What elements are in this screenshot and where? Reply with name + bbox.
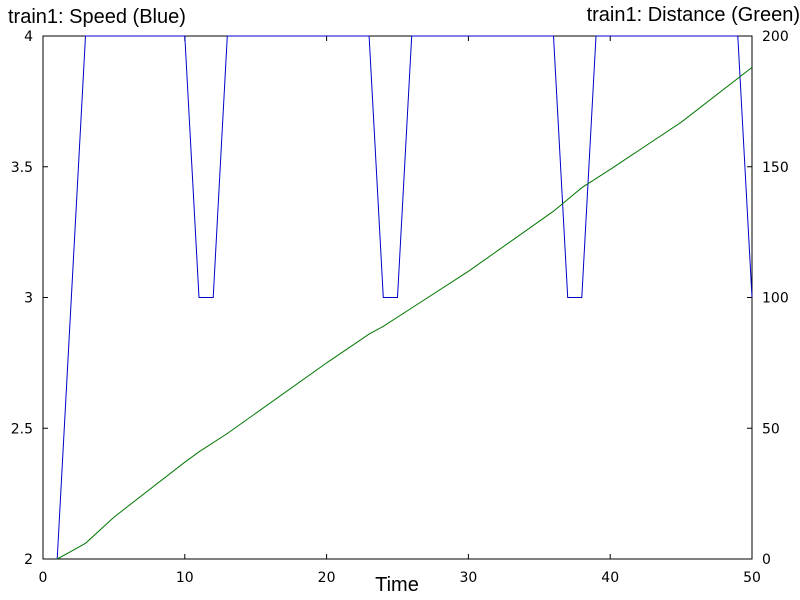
series-line-speed bbox=[56, 35, 753, 560]
chart-title-left: train1: Speed (Blue) bbox=[8, 6, 186, 28]
x-tick-label: 40 bbox=[601, 570, 619, 586]
x-tick-label: 10 bbox=[176, 570, 194, 586]
series-line-distance bbox=[56, 67, 753, 560]
chart-title-right: train1: Distance (Green) bbox=[587, 4, 800, 26]
y-left-tick-label: 2 bbox=[24, 552, 33, 568]
y-left-tick-label: 2.5 bbox=[11, 421, 33, 437]
y-right-tick-label: 150 bbox=[762, 160, 789, 176]
y-right-tick-label: 100 bbox=[762, 291, 789, 307]
series-layer bbox=[56, 35, 753, 560]
y-left-tick-label: 4 bbox=[24, 29, 33, 45]
y-right-tick-label: 50 bbox=[762, 421, 780, 437]
x-tick-label: 0 bbox=[39, 570, 48, 586]
y-left-tick-label: 3 bbox=[24, 291, 33, 307]
x-tick-label: 50 bbox=[743, 570, 761, 586]
y-left-tick-label: 3.5 bbox=[11, 160, 33, 176]
x-axis-label: Time bbox=[375, 574, 419, 596]
x-tick-label: 20 bbox=[318, 570, 336, 586]
y-right-tick-label: 0 bbox=[762, 552, 771, 568]
x-tick-label: 30 bbox=[459, 570, 477, 586]
y-right-tick-label: 200 bbox=[762, 29, 789, 45]
